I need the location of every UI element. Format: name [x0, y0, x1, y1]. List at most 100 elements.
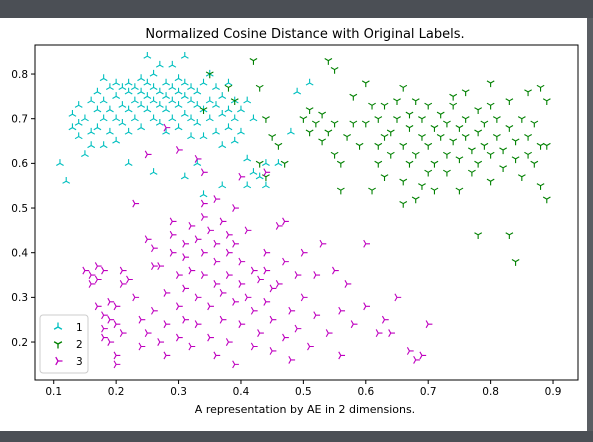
data-point-series-1 — [143, 78, 152, 86]
data-point-series-3 — [113, 320, 121, 329]
data-point-series-1 — [105, 127, 114, 135]
data-point-series-3 — [250, 342, 258, 351]
data-point-series-3 — [244, 293, 252, 302]
data-point-series-1 — [93, 123, 102, 131]
data-point-series-2 — [355, 142, 364, 150]
data-point-series-3 — [425, 320, 433, 329]
data-point-series-2 — [368, 187, 376, 195]
data-point-series-1 — [286, 127, 295, 135]
data-point-series-3 — [194, 320, 202, 329]
data-point-series-1 — [174, 101, 183, 108]
data-point-series-2 — [399, 142, 408, 150]
data-point-series-3 — [188, 266, 196, 275]
data-point-series-2 — [380, 174, 389, 181]
data-point-series-2 — [305, 107, 314, 114]
data-point-series-2 — [324, 58, 333, 65]
data-point-series-1 — [249, 168, 258, 175]
data-point-series-2 — [361, 80, 370, 88]
data-point-series-1 — [112, 92, 121, 99]
data-point-series-2 — [517, 174, 526, 181]
data-point-series-1 — [62, 177, 71, 184]
data-point-series-1 — [87, 96, 96, 104]
data-point-series-3 — [163, 288, 171, 297]
data-point-series-2 — [486, 102, 495, 110]
data-point-series-2 — [405, 160, 414, 168]
window-bottom-bar — [0, 431, 593, 442]
data-point-series-3 — [238, 172, 246, 181]
data-point-series-1 — [224, 78, 233, 86]
data-point-series-3 — [238, 320, 246, 329]
data-point-series-2 — [324, 129, 333, 137]
data-point-series-1 — [93, 87, 102, 95]
data-point-series-1 — [180, 92, 189, 99]
data-point-series-3 — [238, 280, 246, 288]
data-point-series-1 — [87, 127, 96, 135]
data-point-series-3 — [144, 329, 152, 338]
data-point-series-3 — [282, 217, 289, 226]
data-point-series-3 — [300, 293, 308, 302]
data-point-series-3 — [169, 230, 177, 239]
data-point-series-3 — [200, 213, 208, 221]
data-point-series-1 — [68, 110, 77, 117]
data-point-series-2 — [443, 120, 451, 128]
legend: 1 2 3 — [39, 314, 89, 374]
data-point-series-3 — [213, 239, 221, 248]
data-point-series-3 — [219, 315, 227, 324]
x-tick-label: 0.7 — [420, 386, 437, 398]
data-point-series-3 — [119, 280, 127, 288]
data-point-series-2 — [461, 116, 470, 123]
data-point-series-1 — [193, 101, 202, 108]
data-point-series-3 — [388, 329, 395, 338]
data-point-series-2 — [274, 142, 283, 150]
y-tick-label: 0.2 — [11, 337, 28, 349]
data-point-series-2 — [449, 102, 458, 110]
data-point-series-1 — [224, 105, 233, 113]
data-point-series-1 — [99, 141, 108, 149]
data-point-series-2 — [393, 116, 401, 123]
data-point-series-1 — [218, 141, 227, 149]
data-point-series-1 — [162, 105, 170, 113]
data-point-series-2 — [536, 183, 545, 190]
data-point-series-1 — [168, 96, 177, 104]
data-point-series-1 — [118, 83, 127, 91]
data-point-series-2 — [405, 111, 414, 119]
x-tick-label: 0.5 — [295, 386, 312, 398]
data-point-series-1 — [99, 74, 108, 82]
data-point-series-1 — [237, 105, 245, 113]
data-point-series-1 — [112, 136, 121, 144]
data-point-series-2 — [449, 93, 458, 101]
data-point-series-2 — [330, 151, 339, 159]
data-point-series-1 — [168, 60, 177, 68]
data-point-series-1 — [180, 51, 189, 59]
data-point-series-1 — [105, 105, 114, 113]
data-point-series-3 — [126, 275, 133, 284]
data-point-series-1 — [230, 114, 239, 122]
data-point-series-2 — [430, 187, 439, 195]
data-point-series-3 — [325, 329, 333, 338]
data-point-series-2 — [374, 142, 383, 150]
data-point-series-3 — [350, 320, 358, 329]
legend-marker-series-1 — [53, 322, 63, 330]
data-point-series-1 — [205, 69, 214, 77]
data-point-series-2 — [386, 129, 395, 137]
x-tick-label: 0.4 — [233, 386, 250, 398]
data-point-series-2 — [467, 169, 476, 177]
data-point-series-3 — [163, 351, 171, 360]
data-point-series-2 — [455, 125, 464, 132]
window-right-edge — [587, 18, 593, 431]
data-point-series-3 — [313, 311, 321, 320]
data-point-series-2 — [418, 183, 426, 190]
data-point-series-3 — [132, 199, 140, 208]
data-point-series-2 — [299, 116, 308, 123]
data-point-series-2 — [461, 89, 470, 97]
data-point-series-2 — [436, 133, 445, 141]
data-point-series-2 — [474, 129, 483, 137]
data-point-series-1 — [74, 132, 83, 140]
data-point-series-1 — [193, 118, 202, 126]
data-point-series-2 — [330, 66, 339, 74]
data-point-series-1 — [137, 101, 146, 108]
data-point-series-3 — [182, 239, 189, 248]
data-point-series-1 — [118, 118, 127, 126]
data-point-series-2 — [443, 151, 451, 159]
data-point-series-1 — [56, 159, 64, 166]
